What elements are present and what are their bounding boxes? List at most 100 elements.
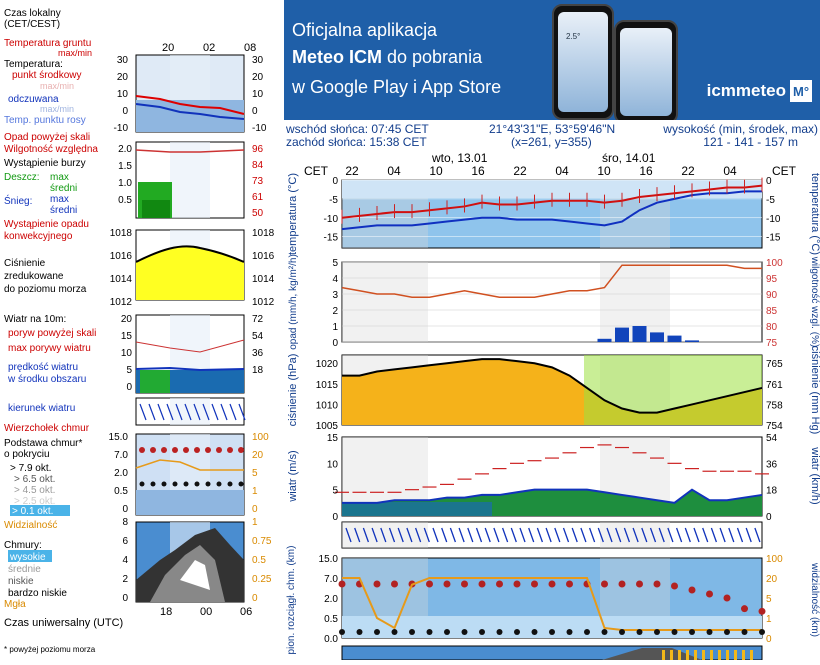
temp-right-tick: -10 — [766, 214, 781, 225]
wind-direction-arrow — [467, 527, 474, 543]
wind-right-tick: 36 — [766, 459, 778, 470]
legend-cloudtop-dot — [216, 447, 222, 453]
rain-mid-label: średni — [50, 183, 77, 194]
banner-line-2-rest: do pobrania — [382, 47, 483, 67]
precip-axis-left-tick: 1.0 — [118, 178, 132, 189]
cloud-base-dot — [356, 629, 363, 635]
time-tick: 20 — [162, 42, 174, 54]
precip-axis-right-tick: 84 — [252, 160, 264, 171]
temp-left-tick: -10 — [324, 214, 339, 225]
wind-axis-left-tick: 5 — [126, 365, 132, 376]
precip-axis-right-tick: 73 — [252, 176, 264, 187]
snow-max-label: max — [50, 194, 69, 205]
precip-left-tick: 5 — [332, 258, 338, 269]
time-tick: 08 — [244, 42, 256, 54]
coordinates-text: 21°43'31"E, 53°59'46"N — [489, 122, 616, 136]
legend-cloudtop-dot — [183, 447, 189, 453]
temp-axis-left-tick: 10 — [117, 89, 129, 100]
legend-cloudtop-dot — [227, 447, 233, 453]
base-axis-right-tick: 5 — [252, 468, 258, 479]
wind-direction-arrow — [588, 527, 596, 543]
temp-axis-right-tick: 30 — [252, 55, 264, 66]
precip-axis-right-tick: 61 — [252, 192, 264, 203]
phone-screen: 2.5° — [558, 12, 608, 112]
wind-direction-arrow — [649, 527, 657, 543]
clouds-axis-right-tick: 0.75 — [252, 536, 272, 547]
clouds-axis-right-tick: 0.25 — [252, 574, 272, 585]
phone-screen-2 — [620, 28, 672, 116]
clouds-axis-left-tick: 2 — [122, 574, 128, 585]
pressure-axis-right-tick: 1018 — [252, 228, 275, 239]
cloud-base-dot — [601, 629, 608, 635]
hour-tick-label: 10 — [597, 164, 611, 178]
legend-cloudtop-dot — [205, 447, 211, 453]
precip-left-tick: 3 — [332, 290, 338, 301]
altitude-values: 121 - 141 - 157 m — [703, 135, 798, 149]
utc-tick: 00 — [200, 606, 212, 618]
wind-direction-panel — [341, 521, 763, 549]
legend-cloudbase-dot — [238, 481, 244, 487]
wind-direction-arrow — [510, 527, 517, 543]
cloud-base-dot — [426, 629, 433, 635]
pressure-left-tick: 1015 — [316, 380, 339, 391]
clouds-axis-left-tick: 8 — [122, 517, 128, 528]
okt-45-label: > 4.5 okt. — [14, 485, 55, 496]
clouds-panel — [341, 645, 763, 661]
wind-direction-arrow — [458, 527, 465, 543]
app-banner[interactable]: Oficjalna aplikacja Meteo ICM do pobrani… — [284, 0, 820, 120]
temp-left-tick: -5 — [329, 195, 338, 206]
wind-left-tick: 15 — [327, 433, 339, 444]
wind-speed-label: w środku obszaru — [7, 374, 86, 385]
utc-tick: 06 — [240, 606, 252, 618]
precip-bar — [632, 326, 647, 342]
wind-direction-arrow — [693, 527, 700, 543]
cloud-top-dot — [688, 586, 696, 594]
pressure-fill — [342, 359, 762, 425]
cloud-top-dot — [706, 590, 713, 598]
wind-direction-arrow — [449, 527, 457, 543]
precip-left-tick: 4 — [332, 274, 338, 285]
cloud-top-dot — [653, 580, 661, 588]
temp-ylabel-left: temperatura (°C) — [287, 173, 299, 255]
wind-direction-arrow — [501, 527, 509, 543]
clouds-label: Chmury: — [4, 540, 42, 551]
legend-cloudbase-dot — [172, 481, 178, 487]
temp-maxmin-label: max/min — [40, 81, 74, 91]
pressure-axis-left-tick: 1012 — [110, 297, 133, 308]
humidity-right-tick: 95 — [766, 274, 778, 285]
pressure-low-band — [584, 355, 762, 425]
visibility-right-tick: 100 — [766, 554, 783, 565]
cloud-top-dot — [723, 594, 731, 602]
convective-label: Wystąpienie opadu — [4, 219, 89, 230]
cloud-top-dot — [531, 580, 538, 588]
base-axis-left-tick: 7.0 — [114, 450, 128, 461]
cloud-base-dot — [654, 629, 660, 635]
legend-rain-mid-bar — [142, 200, 170, 218]
storm-label: Wystąpienie burzy — [4, 158, 86, 169]
humidity-line — [341, 264, 762, 298]
pressure-axis-left-tick: 1014 — [110, 274, 133, 285]
pressure-right-tick: 754 — [766, 421, 783, 432]
precip-bar — [615, 327, 629, 342]
rain-max-label: max — [50, 172, 69, 183]
base-axis-left-tick: 2.0 — [114, 468, 128, 479]
cloudbase-left-tick: 7.0 — [324, 574, 338, 585]
pressure-left-tick: 1020 — [316, 359, 339, 370]
cloud-base-label: o pokryciu — [4, 449, 50, 460]
cloudbase-left-tick: 2.0 — [324, 594, 338, 605]
humidity-right-tick: 90 — [766, 290, 778, 301]
base-axis-left-tick: 15.0 — [109, 432, 129, 443]
fog-bar — [662, 650, 665, 660]
legend-wind-arrow — [148, 403, 156, 421]
okt-79-label: > 7.9 okt. — [10, 463, 51, 474]
temp-axis-right-tick: -10 — [252, 123, 267, 134]
temperature-label: Temperatura: — [4, 59, 63, 70]
legend-cloudbase-dot — [139, 481, 145, 487]
base-axis-right-tick: 1 — [252, 486, 258, 497]
legend-cloudbase-dot — [205, 481, 211, 487]
okt-65-label: > 6.5 okt. — [14, 474, 55, 485]
wind-axis-right-tick: 72 — [252, 314, 264, 325]
soil-maxmin-label: max/min — [58, 48, 92, 58]
fog-bar — [726, 650, 729, 660]
cloud-top-dot — [461, 580, 468, 588]
